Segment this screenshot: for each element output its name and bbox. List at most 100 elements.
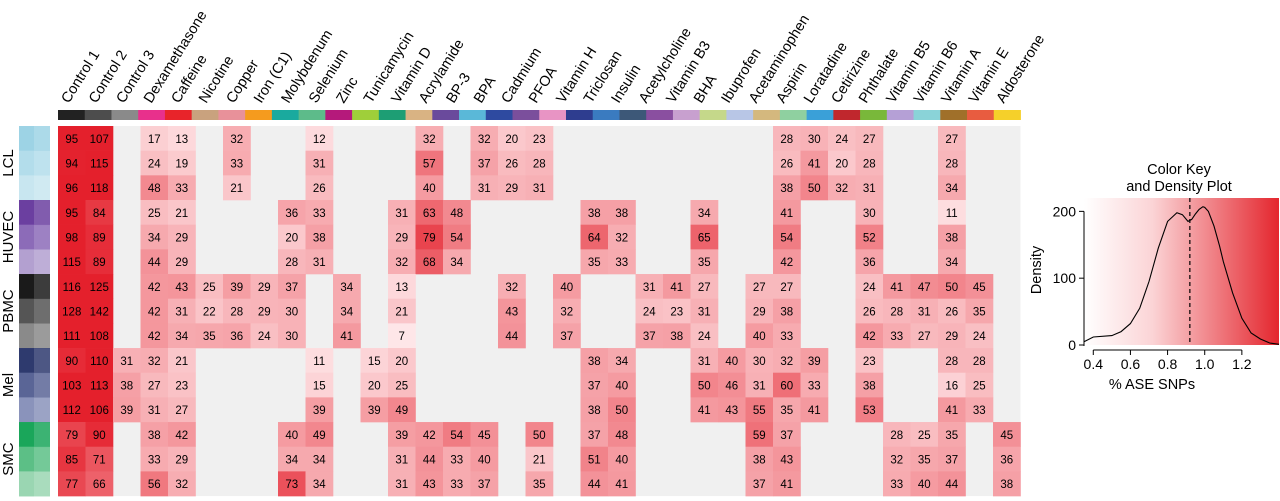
cell-value-label: 33 — [780, 331, 793, 343]
heatmap-cell — [745, 348, 774, 373]
cell-value-label: 37 — [945, 455, 958, 467]
cell-value-label: 38 — [120, 381, 133, 393]
row-color-swatch — [19, 323, 34, 349]
cell-value-label: 30 — [863, 208, 876, 220]
cell-value-label: 41 — [808, 405, 821, 417]
x-tick-label: 0.4 — [1084, 356, 1104, 372]
cell-value-label: 30 — [753, 356, 766, 368]
row-color-swatch — [19, 249, 34, 275]
heatmap-cell — [965, 274, 994, 299]
heatmap-cell — [855, 298, 884, 324]
cell-value-label: 40 — [615, 455, 628, 467]
heatmap-cell — [690, 323, 719, 349]
x-tick-label: 0.8 — [1158, 356, 1178, 372]
row-color-swatch — [19, 422, 34, 448]
heatmap-cell — [168, 224, 196, 250]
cell-value-label: 31 — [698, 307, 711, 319]
cell-value-label: 26 — [505, 159, 518, 171]
cell-value-label: 25 — [148, 208, 161, 220]
heatmap-cell — [223, 274, 251, 299]
heatmap-cell — [773, 249, 801, 275]
column-color-swatch — [432, 110, 460, 120]
heatmap-cell — [305, 224, 334, 250]
cell-value-label: 33 — [890, 479, 903, 491]
heatmap-cell — [773, 372, 801, 398]
heatmap-cell — [525, 471, 554, 497]
heatmap-cell — [168, 372, 196, 398]
heatmap-cell — [278, 274, 306, 299]
cell-value-label: 28 — [230, 307, 243, 319]
column-color-swatch — [378, 110, 406, 120]
cell-value-label: 32 — [560, 307, 573, 319]
heatmap-cell — [388, 274, 416, 299]
column-color-swatch — [940, 110, 968, 120]
heatmap-cell — [278, 224, 306, 250]
heatmap-cell — [388, 298, 416, 324]
color-key-gradient — [1084, 198, 1279, 345]
cell-value-label: 29 — [395, 233, 408, 245]
cell-value-label: 40 — [753, 331, 766, 343]
heatmap-cell — [773, 397, 801, 423]
heatmap-cell — [388, 372, 416, 398]
heatmap-cell — [690, 200, 719, 225]
heatmap-cell — [745, 298, 774, 324]
heatmap-cell — [195, 323, 224, 349]
cell-value-label: 35 — [588, 257, 601, 269]
heatmap-cell — [883, 274, 911, 299]
heatmap-cell — [388, 471, 416, 497]
cell-value-label: 44 — [945, 479, 958, 491]
column-color-swatch — [512, 110, 540, 120]
cell-value-label: 20 — [368, 381, 381, 393]
cell-value-label: 38 — [753, 455, 766, 467]
cell-value-label: 28 — [533, 159, 546, 171]
heatmap-cell — [910, 274, 939, 299]
heatmap-cell — [608, 372, 636, 398]
heatmap-cell — [773, 422, 801, 448]
heatmap-cell — [608, 224, 636, 250]
heatmap-cell — [58, 126, 86, 151]
cell-value-label: 38 — [588, 356, 601, 368]
cell-value-label: 41 — [780, 479, 793, 491]
cell-value-label: 23 — [175, 381, 188, 393]
column-label-bpa: BPA — [471, 74, 500, 106]
column-color-swatch — [191, 110, 219, 120]
column-color-swatch — [84, 110, 112, 120]
cell-value-label: 77 — [65, 479, 78, 491]
heatmap-cell — [388, 422, 416, 448]
heatmap-cell — [690, 249, 719, 275]
cell-value-label: 33 — [973, 405, 986, 417]
column-color-swatch — [779, 110, 808, 120]
heatmap-cell — [305, 150, 334, 176]
cell-value-label: 43 — [423, 479, 436, 491]
cell-value-label: 49 — [313, 430, 326, 442]
heatmap-cell — [168, 298, 196, 324]
cell-value-label: 31 — [863, 183, 876, 195]
row-color-swatch — [19, 175, 34, 201]
cell-value-label: 32 — [835, 183, 848, 195]
cell-value-label: 113 — [90, 381, 108, 393]
cell-value-label: 65 — [698, 233, 711, 245]
cell-value-label: 95 — [65, 208, 78, 220]
heatmap-cell — [388, 249, 416, 275]
heatmap-cell — [938, 298, 966, 324]
cell-value-label: 108 — [90, 331, 109, 343]
heatmap-cell — [993, 446, 1021, 472]
key-title-line: and Density Plot — [1126, 179, 1232, 195]
column-color-swatch — [860, 110, 888, 120]
cell-value-label: 45 — [1000, 430, 1013, 442]
heatmap-cell — [938, 175, 966, 201]
heatmap-cell — [883, 422, 911, 448]
heatmap-cell — [938, 126, 966, 151]
cell-value-label: 35 — [780, 405, 793, 417]
heatmap-cell — [140, 249, 169, 275]
cell-value-label: 125 — [90, 282, 109, 294]
heatmap-cell — [745, 471, 774, 497]
row-color-swatch — [19, 126, 34, 152]
heatmap-cell — [580, 422, 609, 448]
cell-value-label: 96 — [65, 183, 78, 195]
cell-value-label: 41 — [890, 282, 903, 294]
cell-value-label: 21 — [395, 307, 408, 319]
row-color-swatch — [34, 422, 50, 448]
heatmap-cell — [140, 150, 169, 176]
cell-value-label: 37 — [478, 479, 491, 491]
